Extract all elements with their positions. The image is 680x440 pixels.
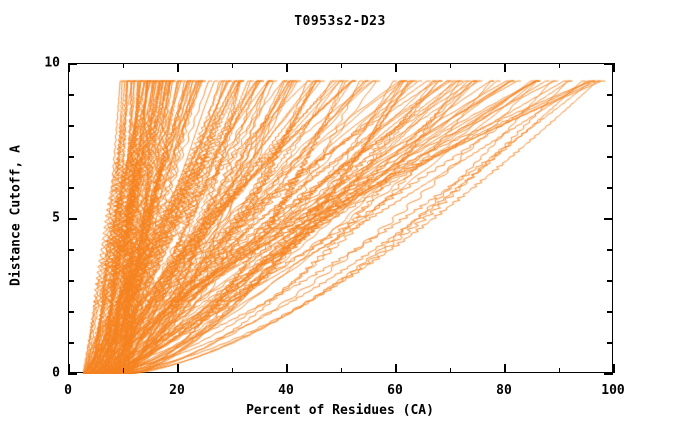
x-major-tick-top [395,63,397,72]
x-major-tick [613,364,615,373]
page-title: T0953s2-D23 [294,14,386,29]
x-major-tick-top [68,63,70,72]
x-minor-tick-top [558,63,561,68]
x-tick-label: 0 [64,383,72,398]
x-tick-label: 80 [496,383,512,398]
x-major-tick [395,364,397,373]
curve-series-canvas [69,64,614,374]
x-tick-label: 60 [387,383,403,398]
y-major-tick [68,373,77,375]
x-tick-label: 40 [278,383,294,398]
y-major-tick [68,218,77,220]
y-minor-tick-right [607,125,613,127]
x-axis-label: Percent of Residues (CA) [246,403,434,418]
y-major-tick [68,63,77,65]
x-minor-tick-top [340,63,343,68]
y-minor-tick-right [607,94,613,96]
x-minor-tick [558,368,561,373]
y-minor-tick-right [607,311,613,313]
y-minor-tick [68,187,74,189]
y-minor-tick [68,280,74,282]
y-minor-tick [68,342,74,344]
x-major-tick [177,364,179,373]
y-tick-label: 5 [52,210,60,226]
x-major-tick-top [286,63,288,72]
y-axis-label: Distance Cutoff, A [8,145,24,286]
x-tick-label: 100 [601,383,625,398]
y-minor-tick-right [607,249,613,251]
y-minor-tick [68,156,74,158]
x-major-tick-top [177,63,179,72]
plot-area [68,63,614,374]
x-minor-tick-top [122,63,125,68]
x-minor-tick-top [231,63,234,68]
x-major-tick [504,364,506,373]
x-major-tick [68,364,70,373]
y-tick-label: 10 [44,55,60,71]
y-minor-tick [68,249,74,251]
y-major-tick-right [604,63,613,65]
x-tick-label: 20 [169,383,185,398]
y-major-tick-right [604,218,613,220]
y-minor-tick [68,94,74,96]
x-minor-tick-top [449,63,452,68]
y-minor-tick-right [607,187,613,189]
y-tick-label: 0 [52,365,60,381]
x-major-tick-top [613,63,615,72]
y-minor-tick-right [607,280,613,282]
y-minor-tick [68,125,74,127]
x-minor-tick [122,368,125,373]
x-minor-tick [231,368,234,373]
y-minor-tick-right [607,156,613,158]
y-major-tick-right [604,373,613,375]
x-minor-tick [449,368,452,373]
y-minor-tick-right [607,342,613,344]
x-major-tick-top [504,63,506,72]
x-minor-tick [340,368,343,373]
x-major-tick [286,364,288,373]
y-minor-tick [68,311,74,313]
